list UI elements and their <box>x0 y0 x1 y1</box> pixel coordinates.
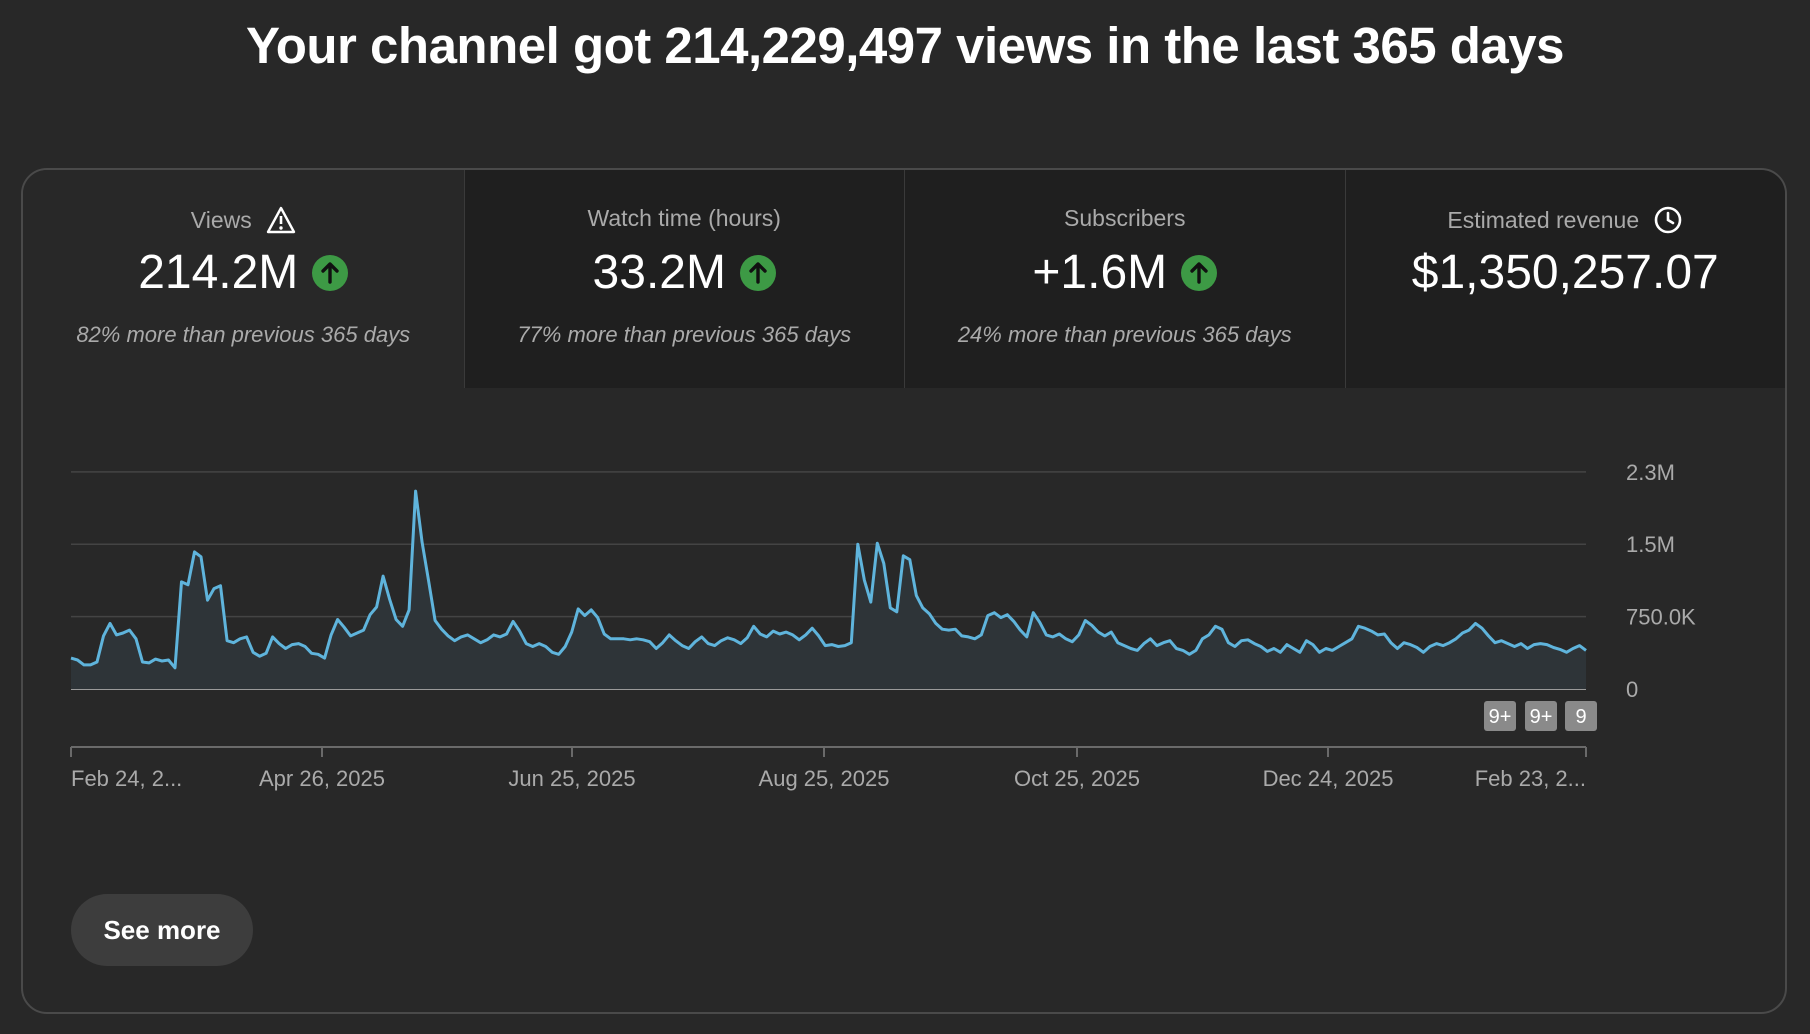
tab-watch-time-value: 33.2M <box>592 246 726 299</box>
tab-subscribers-label: Subscribers <box>1064 205 1186 231</box>
arrow-up-icon <box>1181 254 1218 291</box>
video-marker-box <box>1484 701 1516 731</box>
video-marker-box <box>1525 701 1557 731</box>
y-tick-label: 1.5M <box>1626 532 1675 557</box>
video-marker-label: 9 <box>1575 706 1586 728</box>
tab-subscribers-value: +1.6M <box>1032 246 1168 299</box>
analytics-card: Views 214.2M 82% more than previous 365 … <box>21 168 1787 1014</box>
x-tick-label: Dec 24, 2025 <box>1263 766 1394 791</box>
tab-revenue-value: $1,350,257.07 <box>1411 246 1719 299</box>
tab-revenue-label: Estimated revenue <box>1447 206 1640 233</box>
arrow-up-icon <box>739 254 776 291</box>
y-tick-label: 0 <box>1626 677 1638 702</box>
page-title: Your channel got 214,229,497 views in th… <box>246 17 1565 74</box>
video-marker[interactable]: 9 <box>1565 701 1597 731</box>
views-series-line <box>70 489 1587 670</box>
tab-estimated-revenue[interactable]: Estimated revenue $1,350,257.07 <box>1344 170 1785 388</box>
video-marker[interactable]: 9+ <box>1525 701 1557 731</box>
see-more-button[interactable]: See more <box>71 894 253 966</box>
x-tick-label: Oct 25, 2025 <box>1014 766 1140 791</box>
x-tick-label: Aug 25, 2025 <box>759 766 890 791</box>
video-marker-box <box>1565 701 1597 731</box>
x-tick-label: Jun 25, 2025 <box>508 766 635 791</box>
video-marker[interactable]: 9+ <box>1484 701 1516 731</box>
x-tick-label: Apr 26, 2025 <box>259 766 385 791</box>
metric-tabs: Views 214.2M 82% more than previous 365 … <box>23 170 1785 388</box>
tab-subscribers[interactable]: Subscribers +1.6M 24% more than previous… <box>904 170 1345 388</box>
y-tick-label: 750.0K <box>1626 605 1696 630</box>
tab-subscribers-comparison: 24% more than previous 365 days <box>957 322 1292 347</box>
tab-watch-time-comparison: 77% more than previous 365 days <box>517 322 852 347</box>
x-tick-label: Feb 24, 2... <box>71 766 182 791</box>
x-tick-label: Feb 23, 2... <box>1475 766 1586 791</box>
video-marker-label: 9+ <box>1489 706 1512 728</box>
tab-views-value: 214.2M <box>138 246 299 299</box>
clock-icon[interactable] <box>1653 205 1683 235</box>
views-area <box>71 491 1586 689</box>
tab-views-label: Views <box>190 206 252 233</box>
warning-icon[interactable] <box>266 205 296 235</box>
tab-watch-time-label: Watch time (hours) <box>587 205 781 231</box>
tab-watch-time[interactable]: Watch time (hours) 33.2M 77% more than p… <box>463 170 904 388</box>
tab-views-comparison: 82% more than previous 365 days <box>76 322 411 347</box>
y-tick-label: 2.3M <box>1626 460 1675 485</box>
arrow-up-icon <box>312 254 349 291</box>
tab-views[interactable]: Views 214.2M 82% more than previous 365 … <box>23 170 464 388</box>
views-line-chart[interactable]: 0 750.0K 1.5M 2.3M Feb 24, 2... Apr 26, 2025 J… <box>23 388 1787 818</box>
video-marker-label: 9+ <box>1530 706 1553 728</box>
